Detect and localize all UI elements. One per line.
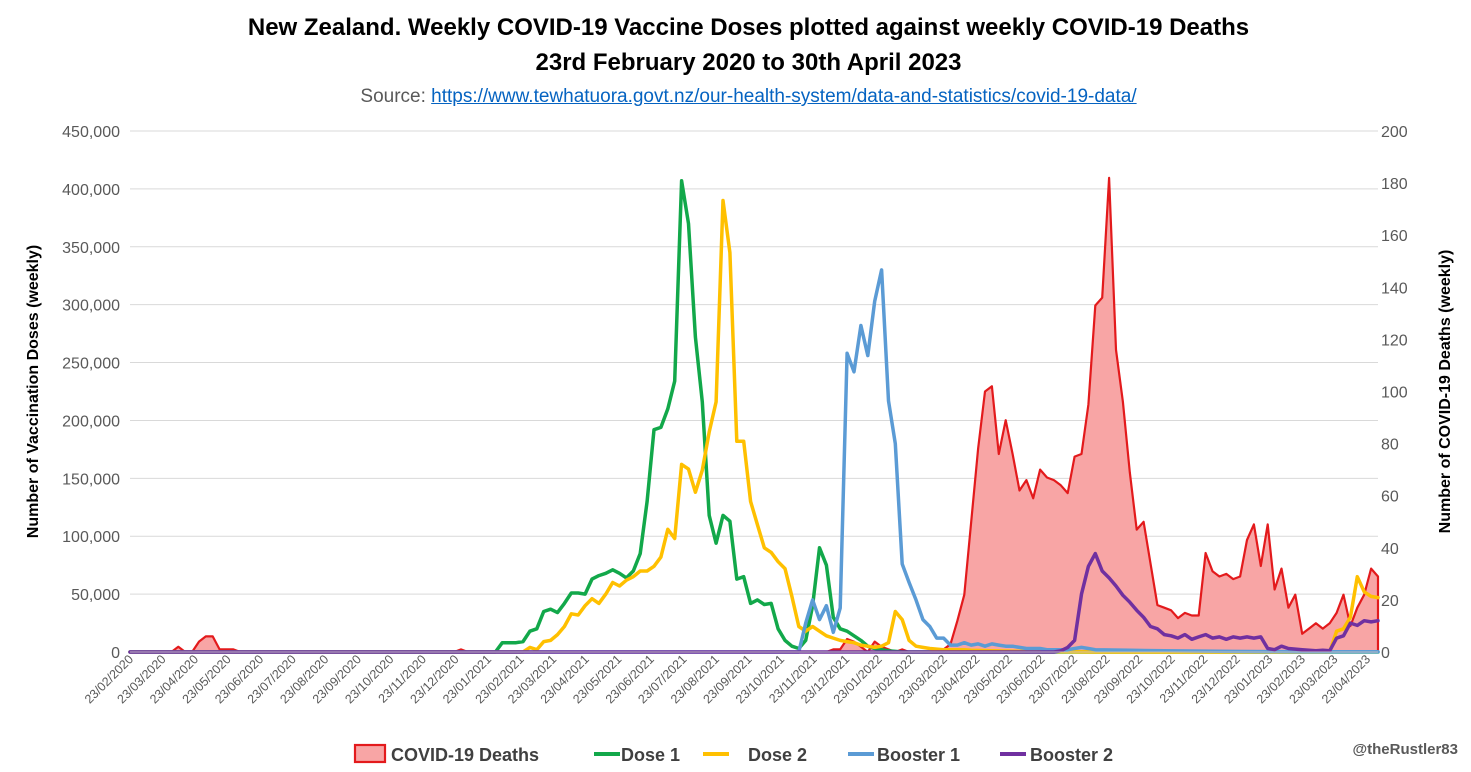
y2-tick-label: 180 [1381,176,1408,193]
y2-tick-label: 100 [1381,385,1408,402]
legend-label-dose-1: Dose 1 [621,745,680,765]
y2-tick-label: 40 [1381,541,1399,558]
source-prefix: Source: [360,86,432,107]
legend-label-dose-2: Dose 2 [748,745,807,765]
y2-tick-label: 20 [1381,593,1399,610]
y-tick-label: 150,000 [62,471,120,488]
y2-tick-label: 160 [1381,228,1408,245]
y2-tick-label: 0 [1381,645,1390,662]
y2-tick-label: 60 [1381,489,1399,506]
chart-subtitle: 23rd February 2020 to 30th April 2023 [535,49,962,76]
y2-tick-label: 200 [1381,124,1408,141]
y-tick-label: 450,000 [62,124,120,141]
y-tick-label: 250,000 [62,356,120,373]
y-axis-label: Number of Vaccination Doses (weekly) [25,245,42,538]
legend: COVID-19 Deaths Dose 1 Dose 2 Booster 1 Boos… [353,741,1459,765]
y-tick-label: 0 [111,645,120,662]
credit-label: @theRustler83 [1353,741,1459,758]
y-tick-label: 350,000 [62,240,120,257]
legend-label-booster-2: Booster 2 [1030,745,1113,765]
y2-tick-label: 120 [1381,332,1408,349]
source-link[interactable]: https://www.tewhatuora.govt.nz/our-healt… [431,86,1137,107]
series-booster-1-line [128,268,1380,654]
y-tick-label: 100,000 [62,529,120,546]
series-dose-2-line [128,198,1380,654]
y-tick-label: 300,000 [62,298,120,315]
legend-swatch-covid-19-deaths [353,743,387,764]
series-dose-1-line [128,179,1380,654]
y-tick-label: 50,000 [71,587,120,604]
series-layer [128,176,1380,654]
legend-label-booster-1: Booster 1 [877,745,960,765]
source-line: Source: https://www.tewhatuora.govt.nz/o… [0,86,1471,108]
y-tick-label: 400,000 [62,182,120,199]
y2-tick-label: 80 [1381,437,1399,454]
series-covid-19-deaths-area [128,176,1380,654]
y2-tick-label: 140 [1381,280,1408,297]
gridlines [130,130,1378,653]
y2-axis-label: Number of COVID-19 Deaths (weekly) [1437,250,1454,534]
y-tick-label: 200,000 [62,413,120,430]
chart-title: New Zealand. Weekly COVID-19 Vaccine Dos… [247,14,1250,41]
legend-label-covid-19-deaths: COVID-19 Deaths [391,745,539,765]
